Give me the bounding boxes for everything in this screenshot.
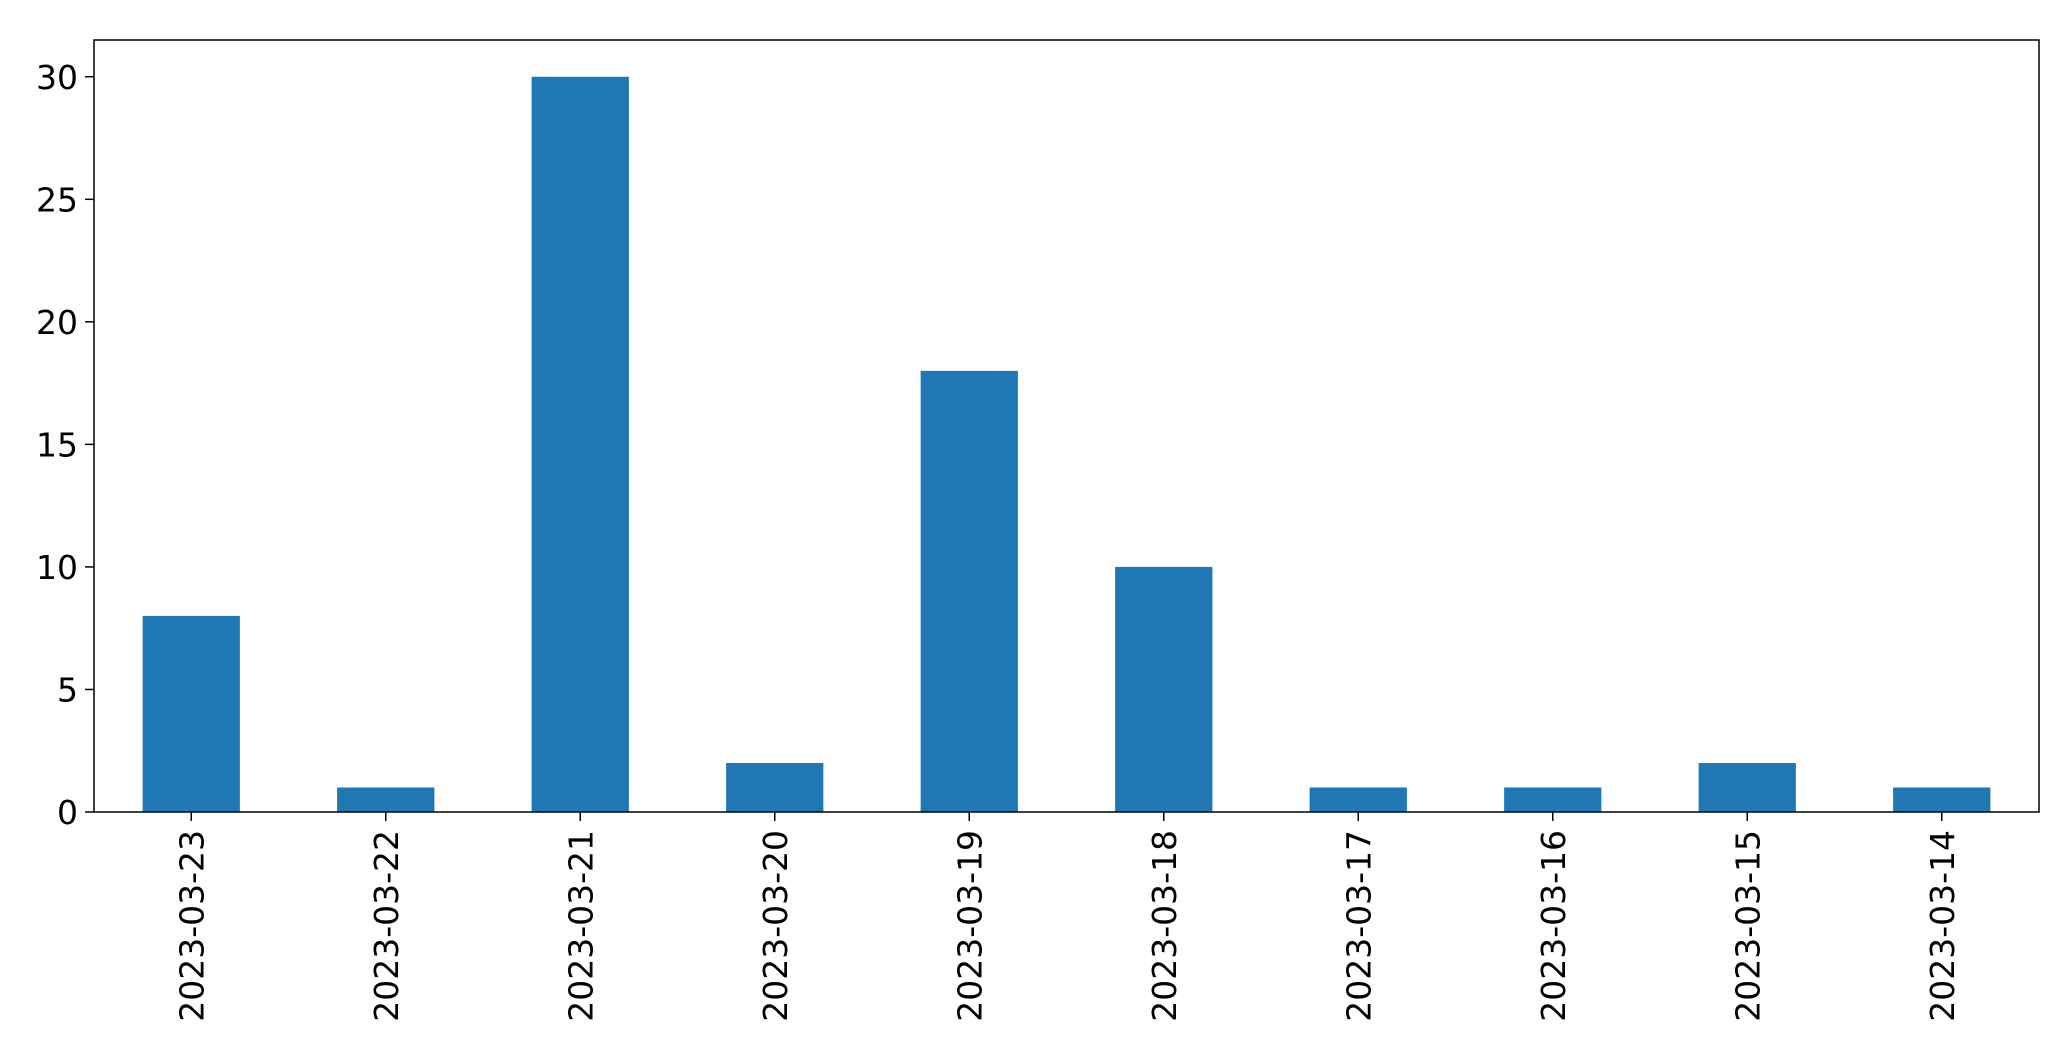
x-tick-label: 2023-03-22	[367, 830, 406, 1022]
bar-2023-03-20	[726, 762, 824, 812]
bar-2023-03-16	[1504, 787, 1602, 812]
bar-2023-03-19	[920, 370, 1018, 812]
x-tick-label: 2023-03-16	[1534, 830, 1573, 1022]
bars-layer	[142, 76, 1991, 812]
y-tick-label: 30	[36, 58, 78, 97]
x-tick-label: 2023-03-18	[1145, 830, 1184, 1022]
y-tick-label: 25	[36, 180, 78, 219]
bar-2023-03-17	[1309, 787, 1407, 812]
x-tick-label: 2023-03-23	[172, 830, 211, 1022]
y-tick-label: 5	[57, 670, 78, 709]
bar-2023-03-15	[1698, 762, 1796, 812]
x-tick-label: 2023-03-14	[1923, 830, 1962, 1022]
x-tick-label: 2023-03-19	[950, 830, 989, 1022]
y-tick-label: 15	[36, 425, 78, 464]
y-tick-label: 10	[36, 548, 78, 587]
bar-2023-03-22	[337, 787, 435, 812]
y-axis: 0 5 10 15 20 25 30	[36, 58, 94, 832]
bar-2023-03-18	[1115, 566, 1213, 812]
bar-2023-03-14	[1893, 787, 1991, 812]
bar-2023-03-23	[142, 615, 240, 812]
x-tick-label: 2023-03-20	[756, 830, 795, 1022]
x-tick-label: 2023-03-17	[1339, 830, 1378, 1022]
y-tick-label: 20	[36, 303, 78, 342]
bar-2023-03-21	[531, 76, 629, 812]
x-tick-label: 2023-03-21	[561, 830, 600, 1022]
plot-frame	[93, 39, 2040, 813]
x-tick-label: 2023-03-15	[1728, 830, 1767, 1022]
y-tick-label: 0	[57, 793, 78, 832]
x-axis: 2023-03-23 2023-03-22 2023-03-21 2023-03-20…	[172, 812, 1962, 1022]
